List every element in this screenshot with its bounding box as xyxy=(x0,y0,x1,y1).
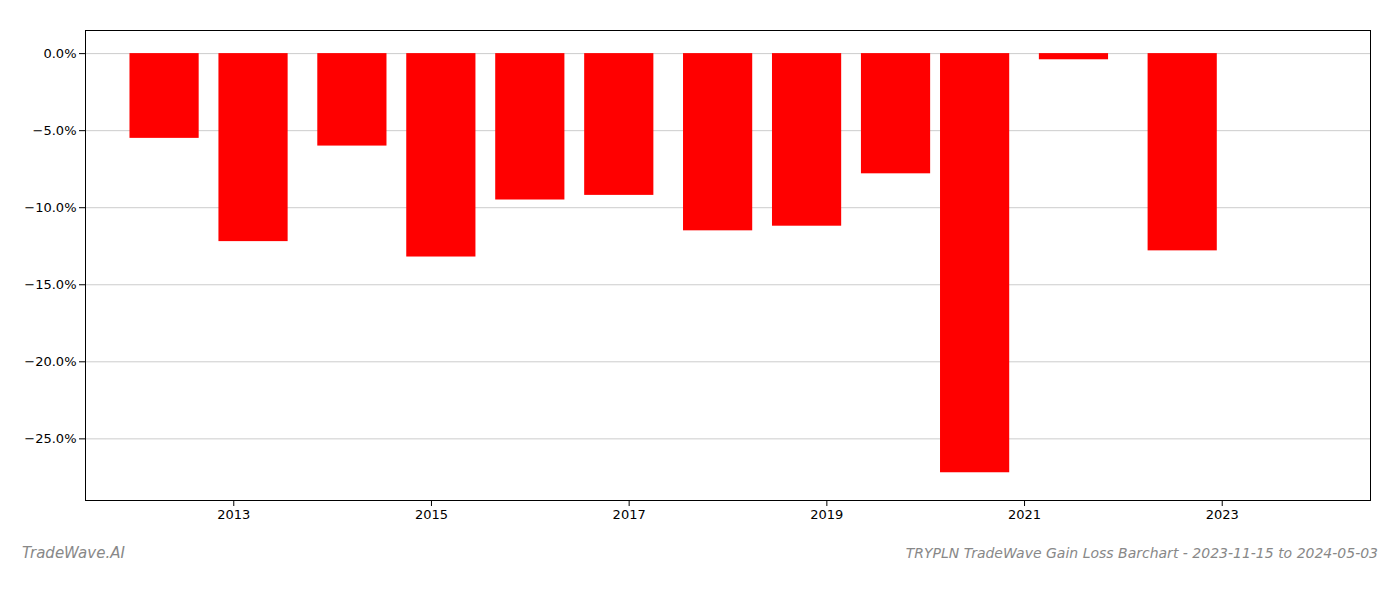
svg-text:−5.0%: −5.0% xyxy=(33,123,77,138)
svg-text:−10.0%: −10.0% xyxy=(24,200,76,215)
svg-text:0.0%: 0.0% xyxy=(43,46,76,61)
svg-text:2023: 2023 xyxy=(1206,507,1239,522)
svg-text:2019: 2019 xyxy=(810,507,843,522)
svg-text:−20.0%: −20.0% xyxy=(24,354,76,369)
html-text:TRYPLN TradeWave Gain Loss Bar: TRYPLN TradeWave Gain Loss Barchart - 20… xyxy=(905,545,1378,561)
html-text:TradeWave.AI: TradeWave.AI xyxy=(22,544,125,562)
svg-text:2017: 2017 xyxy=(613,507,646,522)
svg-text:2021: 2021 xyxy=(1008,507,1041,522)
svg-text:−25.0%: −25.0% xyxy=(24,431,76,446)
svg-text:2013: 2013 xyxy=(217,507,250,522)
svg-text:−15.0%: −15.0% xyxy=(24,277,76,292)
svg-text:2015: 2015 xyxy=(415,507,448,522)
